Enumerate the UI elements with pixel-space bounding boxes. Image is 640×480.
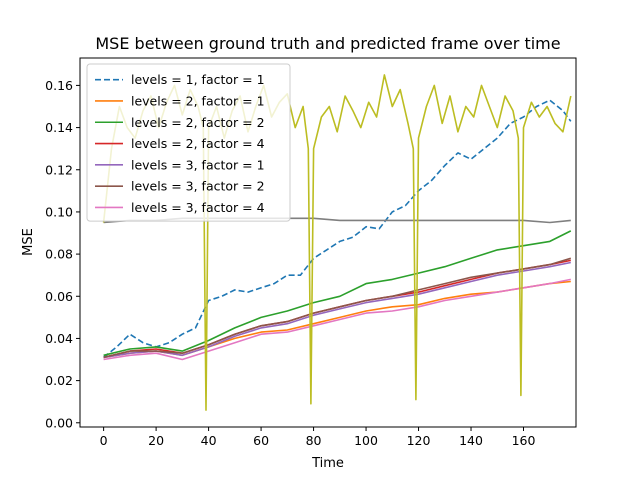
y-tick-label: 0.10 <box>45 204 73 219</box>
x-axis-label: Time <box>311 456 344 471</box>
series-line-6 <box>103 257 572 359</box>
x-tick-label: 20 <box>148 433 164 448</box>
y-tick-label: 0.06 <box>45 289 73 304</box>
legend-label: levels = 3, factor = 1 <box>131 157 265 172</box>
y-tick-label: 0.02 <box>45 373 73 388</box>
y-tick-label: 0.08 <box>45 247 73 262</box>
legend-label: levels = 2, factor = 4 <box>131 136 265 151</box>
legend-box <box>86 63 291 222</box>
x-tick-label: 0 <box>100 433 108 448</box>
legend-label: levels = 1, factor = 1 <box>131 72 265 87</box>
chart-title: MSE between ground truth and predicted f… <box>95 34 560 53</box>
x-tick-label: 120 <box>407 433 431 448</box>
legend: levels = 1, factor = 1 levels = 2, factor… <box>86 63 291 222</box>
axes-layer: 0 20 40 60 80 100 120 140 160 0.00 0.02 0.04 0.06 0.0… <box>45 57 577 448</box>
legend-label: levels = 2, factor = 2 <box>131 115 265 130</box>
y-tick-label: 0.04 <box>45 331 73 346</box>
series-line-7 <box>103 278 571 361</box>
y-tick-label: 0.16 <box>45 78 73 93</box>
legend-label: levels = 3, factor = 4 <box>131 200 265 215</box>
series-line-1 <box>103 99 572 359</box>
x-tick-label: 60 <box>253 433 269 448</box>
y-tick-label: 0.14 <box>45 120 73 135</box>
x-tick-label: 80 <box>306 433 322 448</box>
x-tick-label: 140 <box>459 433 483 448</box>
axes-frame <box>79 57 577 428</box>
y-axis-label: MSE <box>21 228 36 256</box>
legend-label: levels = 2, factor = 1 <box>131 93 265 108</box>
x-tick-label: 100 <box>354 433 378 448</box>
series-line-3 <box>103 230 572 357</box>
y-tick-label: 0.12 <box>45 162 73 177</box>
x-tick-label: 40 <box>201 433 217 448</box>
legend-label: levels = 3, factor = 2 <box>131 179 265 194</box>
series-line-5 <box>103 261 571 359</box>
plot-area: 0 20 40 60 80 100 120 140 160 0.00 0.02 0.04 0.06 0.0… <box>45 57 577 448</box>
x-tick-label: 160 <box>512 433 536 448</box>
y-tick-label: 0.00 <box>45 415 73 430</box>
